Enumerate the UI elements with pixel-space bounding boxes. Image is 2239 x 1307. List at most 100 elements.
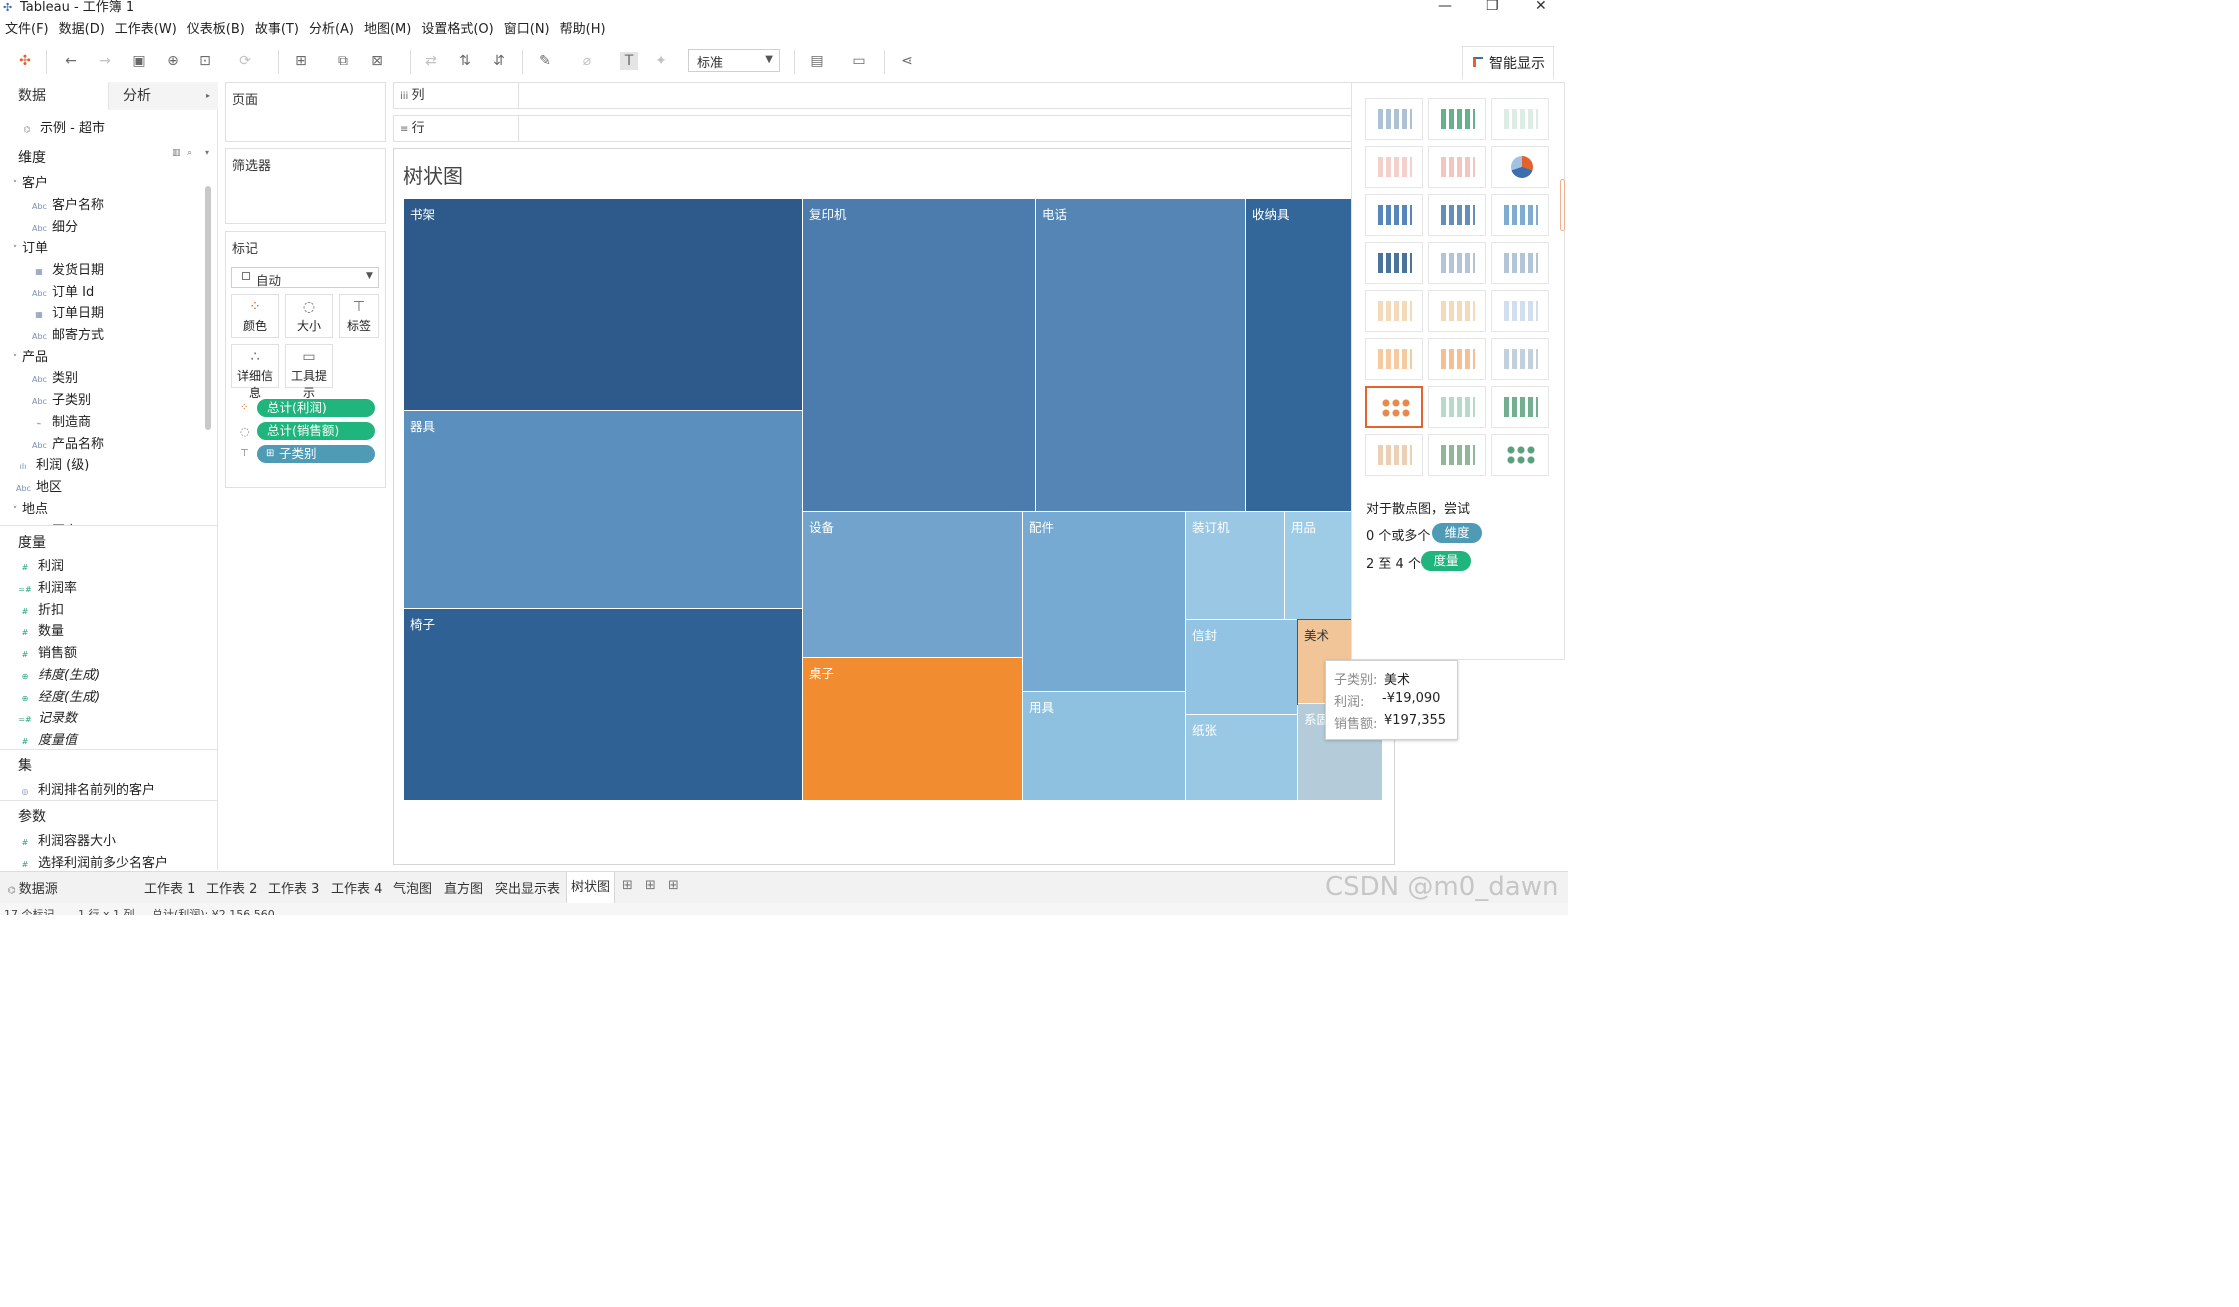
tab-data[interactable]: 数据 (0, 82, 108, 110)
measure-profit-ratio[interactable]: =# 利润率 (18, 581, 78, 596)
dim-profit-bin[interactable]: ılı 利润 (级) (19, 458, 90, 473)
dim-manufacturer[interactable]: ⌁ 制造商 (36, 415, 92, 430)
filters-card[interactable]: 筛选器 (225, 148, 386, 224)
new-worksheet-tab-icon[interactable]: ⊞ (622, 878, 633, 893)
chart-type-packed-bubbles[interactable] (1491, 434, 1549, 476)
dim-category[interactable]: Abc 类别 (32, 371, 79, 386)
chart-type-discrete-lines[interactable] (1428, 290, 1486, 332)
undo-icon[interactable]: ← (65, 53, 77, 69)
menu-data[interactable]: 数据(D) (58, 22, 105, 37)
new-worksheet-icon[interactable]: ⊞ (295, 53, 307, 69)
dim-hierarchy-location[interactable]: ˅ 地点 (12, 502, 49, 517)
chart-type-histogram[interactable] (1428, 386, 1486, 428)
dimensions-menu-icon[interactable]: ▾ (205, 148, 210, 157)
treemap-cell[interactable]: 配件 (1023, 512, 1186, 692)
show-cards-icon[interactable]: ▤ (810, 53, 824, 69)
treemap-cell[interactable]: 器具 (404, 411, 803, 609)
show-me-scrollbar[interactable] (1560, 179, 1565, 231)
chart-type-filled-map[interactable] (1428, 146, 1486, 188)
size-button[interactable]: ◌ 大小 (285, 294, 333, 338)
chart-type-symbol-map[interactable] (1365, 146, 1423, 188)
fit-select[interactable]: 标准 ▼ (688, 49, 780, 72)
search-icon[interactable]: ⌕ (187, 148, 193, 158)
dim-subcategory[interactable]: Abc 子类别 (32, 393, 92, 408)
maximize-button[interactable]: ❐ (1486, 0, 1499, 14)
dim-order-id[interactable]: Abc 订单 Id (32, 285, 95, 300)
mark-type-select[interactable]: 自动 ▼ (231, 267, 379, 288)
fix-axes-icon[interactable]: ✦ (655, 53, 667, 69)
chart-type-gantt-chart[interactable] (1365, 434, 1423, 476)
refresh-icon[interactable]: ⟳ (239, 53, 251, 69)
menu-dashboard[interactable]: 仪表板(B) (186, 22, 245, 37)
chart-type-text-table[interactable] (1365, 98, 1423, 140)
sort-ascending-icon[interactable]: ⇅ (459, 53, 471, 69)
menu-window[interactable]: 窗口(N) (503, 22, 550, 37)
share-icon[interactable]: ⋖ (901, 53, 913, 69)
measure-discount[interactable]: # 折扣 (21, 603, 65, 618)
minimize-button[interactable]: — (1438, 0, 1452, 14)
chart-type-side-by-side-circles[interactable] (1491, 242, 1549, 284)
chart-type-side-by-side-bars[interactable] (1491, 194, 1549, 236)
chart-type-stacked-bars[interactable] (1428, 194, 1486, 236)
group-icon[interactable]: ⌀ (582, 53, 592, 69)
dim-customer-name[interactable]: Abc 客户名称 (32, 198, 105, 213)
close-button[interactable]: ✕ (1535, 0, 1547, 14)
measure-quantity[interactable]: # 数量 (21, 624, 65, 639)
sort-descending-icon[interactable]: ⇵ (493, 53, 505, 69)
pause-updates-icon[interactable]: ⊡ (199, 53, 211, 69)
pill-sum-sales[interactable]: 总计(销售额) (257, 422, 375, 440)
treemap-cell[interactable]: 椅子 (404, 609, 803, 801)
param-profit-bin-size[interactable]: # 利润容器大小 (21, 834, 117, 849)
new-datasource-icon[interactable]: ⊕ (167, 53, 179, 69)
chart-type-area-discrete[interactable] (1428, 338, 1486, 380)
treemap-cell[interactable]: 装订机 (1186, 512, 1285, 620)
sheet-tab-1[interactable]: 工作表 1 (144, 882, 196, 897)
chart-type-pie-chart[interactable] (1491, 146, 1549, 188)
chart-type-highlight-table[interactable] (1491, 98, 1549, 140)
dim-order-date[interactable]: ▦ 订单日期 (35, 306, 105, 321)
dimensions-scrollbar[interactable] (205, 186, 211, 430)
menu-worksheet[interactable]: 工作表(W) (114, 22, 177, 37)
treemap-cell[interactable]: 信封 (1186, 620, 1298, 715)
treemap-cell[interactable]: 书架 (404, 199, 803, 411)
dim-region[interactable]: Abc 地区 (16, 480, 63, 495)
highlight-icon[interactable]: ✎ (539, 53, 551, 69)
treemap-cell[interactable]: 桌子 (803, 658, 1023, 801)
chart-type-continuous-lines[interactable] (1365, 290, 1423, 332)
treemap-cell[interactable]: 电话 (1036, 199, 1246, 512)
dim-folder-customer[interactable]: ˅ 客户 (12, 176, 49, 191)
treemap-cell[interactable]: 设备 (803, 512, 1023, 658)
dim-country[interactable]: Abc国家 (32, 520, 78, 525)
measure-longitude[interactable]: ⊕ 经度(生成) (21, 690, 101, 705)
tableau-home-icon[interactable]: ✣ (19, 53, 31, 69)
measure-record-count[interactable]: =# 记录数 (18, 711, 78, 726)
worksheet-title[interactable]: 树状图 (403, 164, 463, 188)
menu-map[interactable]: 地图(M) (363, 22, 412, 37)
redo-icon[interactable]: → (99, 53, 111, 69)
menu-analysis[interactable]: 分析(A) (308, 22, 354, 37)
detail-button[interactable]: ∴ 详细信息 (231, 344, 279, 400)
sheet-tab-histogram[interactable]: 直方图 (444, 882, 484, 897)
measure-values[interactable]: # 度量值 (21, 733, 78, 748)
sheet-tab-4[interactable]: 工作表 4 (331, 882, 383, 897)
menu-file[interactable]: 文件(F) (5, 22, 49, 37)
chart-type-treemap[interactable] (1365, 242, 1423, 284)
sheet-tab-bubble[interactable]: 气泡图 (393, 882, 433, 897)
view-list-icon[interactable]: ▥ (172, 148, 181, 158)
dim-hierarchy-product[interactable]: ˅ 产品 (12, 350, 49, 365)
rows-shelf[interactable]: ≡ 行 (393, 115, 1368, 142)
columns-shelf[interactable]: iii 列 (393, 82, 1368, 109)
treemap-cell[interactable]: 复印机 (803, 199, 1036, 512)
sheet-tab-2[interactable]: 工作表 2 (206, 882, 258, 897)
analysis-menu-icon[interactable]: ▸ (206, 91, 211, 100)
presentation-mode-icon[interactable]: ▭ (852, 53, 866, 69)
chart-type-dual-combination[interactable] (1491, 338, 1549, 380)
chart-type-area-continuous[interactable] (1365, 338, 1423, 380)
chart-type-box-and-whisker[interactable] (1491, 386, 1549, 428)
measure-profit[interactable]: # 利润 (21, 559, 65, 574)
dim-product-name[interactable]: Abc 产品名称 (32, 437, 105, 452)
duplicate-sheet-icon[interactable]: ⧉ (338, 53, 348, 69)
pages-card[interactable]: 页面 (225, 82, 386, 142)
param-top-customers[interactable]: # 选择利润前多少名客户 (21, 856, 169, 871)
menu-help[interactable]: 帮助(H) (559, 22, 606, 37)
